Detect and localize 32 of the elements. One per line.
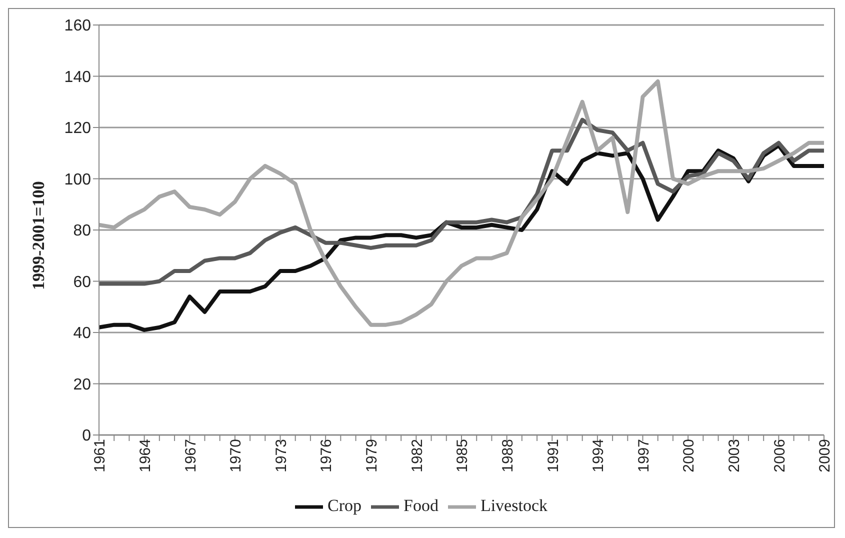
- x-tick-label: 1982: [408, 439, 426, 472]
- legend-label: Food: [403, 496, 438, 515]
- x-tick-label: 1967: [182, 439, 200, 472]
- y-axis-title: 1999-2001=100: [29, 181, 48, 290]
- x-tick-label: 1973: [272, 439, 290, 472]
- x-tick-label: 1979: [364, 439, 381, 472]
- y-tick-label: 40: [73, 325, 92, 342]
- y-tick-label: 160: [64, 18, 92, 35]
- x-tick-label: 1985: [454, 439, 472, 472]
- x-tick-label: 2003: [726, 439, 744, 472]
- y-tick-label: 60: [73, 274, 92, 291]
- y-tick-label: 140: [64, 68, 92, 86]
- legend-label: Crop: [327, 496, 362, 515]
- x-tick-label: 1964: [136, 439, 154, 472]
- x-tick-label: 1994: [590, 439, 608, 472]
- x-tick-label: 1997: [635, 439, 652, 472]
- x-tick-label: 1970: [228, 439, 245, 472]
- x-tick-label: 2006: [771, 439, 788, 472]
- legend-label: Livestock: [480, 496, 548, 515]
- x-tick-label: 1961: [92, 439, 109, 472]
- x-tick-label: 1991: [544, 439, 562, 472]
- line-series: [97, 118, 826, 286]
- x-tick-label: 2009: [816, 439, 834, 472]
- x-tick-label: 2000: [680, 439, 698, 472]
- y-tick-label: 120: [64, 120, 92, 138]
- line-series: [97, 79, 826, 327]
- y-tick-label: 0: [82, 428, 92, 445]
- x-tick-label: 1976: [318, 439, 336, 472]
- y-tick-label: 80: [73, 222, 92, 240]
- y-tick-label: 100: [64, 171, 92, 188]
- x-tick-label: 1988: [499, 439, 516, 472]
- y-tick-label: 20: [73, 376, 92, 394]
